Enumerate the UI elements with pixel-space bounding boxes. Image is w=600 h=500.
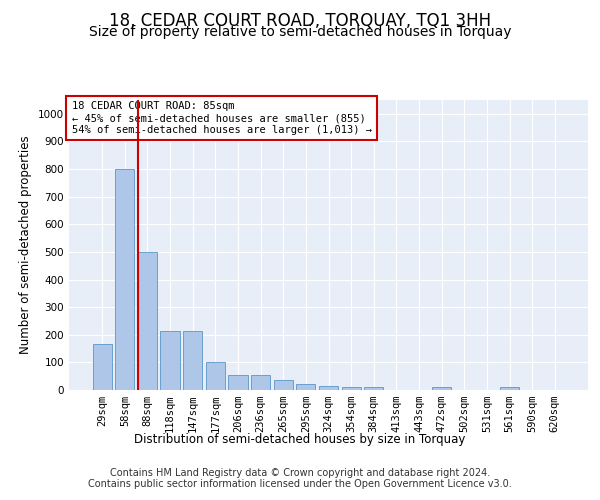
Bar [274,380,293,390]
Text: Distribution of semi-detached houses by size in Torquay: Distribution of semi-detached houses by … [134,432,466,446]
Text: Size of property relative to semi-detached houses in Torquay: Size of property relative to semi-detach… [89,25,511,39]
Bar [500,387,519,390]
Bar [183,330,202,390]
Bar [160,330,180,390]
Bar [92,344,112,390]
Bar [319,386,338,390]
Text: 18, CEDAR COURT ROAD, TORQUAY, TQ1 3HH: 18, CEDAR COURT ROAD, TORQUAY, TQ1 3HH [109,12,491,30]
Bar [206,362,225,390]
Bar [138,252,157,390]
Bar [296,384,316,390]
Bar [115,169,134,390]
Bar [341,387,361,390]
Text: 18 CEDAR COURT ROAD: 85sqm
← 45% of semi-detached houses are smaller (855)
54% o: 18 CEDAR COURT ROAD: 85sqm ← 45% of semi… [71,102,371,134]
Bar [364,387,383,390]
Y-axis label: Number of semi-detached properties: Number of semi-detached properties [19,136,32,354]
Bar [251,375,270,390]
Bar [229,375,248,390]
Bar [432,387,451,390]
Text: Contains HM Land Registry data © Crown copyright and database right 2024.
Contai: Contains HM Land Registry data © Crown c… [88,468,512,489]
